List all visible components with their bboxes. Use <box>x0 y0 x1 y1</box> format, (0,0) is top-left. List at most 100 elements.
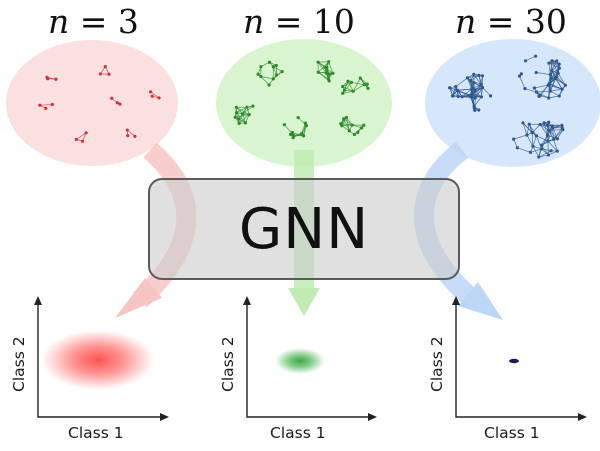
sample-graph <box>98 64 111 76</box>
graph-node <box>296 116 300 120</box>
graph-node <box>341 91 345 95</box>
graph-node <box>360 126 364 130</box>
graph-edge <box>455 77 468 87</box>
graph-node <box>548 81 552 86</box>
graph-edge <box>352 84 365 92</box>
graph-node <box>545 133 550 138</box>
graph-edge <box>536 72 551 75</box>
graph-node <box>519 72 523 76</box>
graph-node <box>342 88 347 92</box>
graph-node <box>555 137 560 141</box>
graph-node <box>236 117 241 121</box>
graph-node <box>512 137 516 141</box>
graph-node <box>546 139 550 143</box>
graph-edge <box>549 83 563 90</box>
graph-node <box>532 86 536 90</box>
sample-graph <box>256 60 284 87</box>
graph-edge <box>550 67 560 75</box>
graph-node <box>555 149 559 153</box>
x-axis-label-n3: Class 1 <box>68 424 124 442</box>
flow-arrowhead-n3 <box>115 278 162 318</box>
graph-node <box>323 65 327 70</box>
graph-node <box>84 131 88 135</box>
graph-node <box>473 96 477 100</box>
graph-node <box>267 60 272 64</box>
graph-node <box>118 102 122 106</box>
graph-node <box>74 137 78 142</box>
graph-node <box>274 63 278 68</box>
graph-node <box>356 130 360 134</box>
graph-node <box>547 128 551 132</box>
graph-node <box>365 82 369 86</box>
graph-node <box>350 123 354 127</box>
plot-axes <box>37 303 162 418</box>
graph-node <box>460 95 464 99</box>
graph-node <box>534 54 538 58</box>
heading-n-30: n = 30 <box>455 2 567 41</box>
graph-edge <box>471 84 482 90</box>
sample-graph <box>512 120 565 159</box>
graph-node <box>289 132 293 136</box>
graph-edge <box>552 127 558 139</box>
sample-graph <box>110 96 122 106</box>
graph-node <box>351 89 355 93</box>
gnn-model-box: GNN <box>148 178 460 280</box>
flow-arrowhead-n10 <box>288 288 320 316</box>
sample-graph <box>517 54 567 100</box>
graph-edge <box>238 113 244 124</box>
graph-edge <box>531 124 541 133</box>
graph-node <box>523 59 528 63</box>
graph-node <box>525 133 529 137</box>
graph-edge <box>522 122 528 136</box>
heading-n-3: n = 3 <box>48 2 139 41</box>
graph-node <box>234 105 238 109</box>
graph-node <box>515 146 519 150</box>
graph-edge <box>470 79 482 85</box>
x-axis-arrowhead <box>160 413 169 421</box>
graph-edge <box>548 150 558 156</box>
graph-node <box>477 73 481 77</box>
graph-node <box>366 86 370 90</box>
graph-node <box>546 153 550 157</box>
graph-node <box>531 144 535 148</box>
graph-node <box>480 74 485 78</box>
graph-edge <box>342 90 354 94</box>
graph-node <box>291 136 295 140</box>
graph-edge <box>260 61 270 68</box>
graph-node <box>523 86 527 91</box>
graph-node <box>234 111 239 115</box>
graph-node <box>550 68 554 72</box>
heading-n-10: n = 10 <box>243 2 355 41</box>
x-axis-label-n10: Class 1 <box>270 424 326 442</box>
graph-node <box>557 66 561 70</box>
sample-graph <box>339 115 366 137</box>
graph-edge <box>555 77 566 86</box>
sample-graph <box>233 104 255 126</box>
graph-node <box>557 62 561 66</box>
graph-node <box>340 124 344 128</box>
graph-node <box>479 82 483 86</box>
graph-node <box>542 121 546 125</box>
graph-node <box>554 76 558 80</box>
graph-edge <box>456 88 472 91</box>
graph-node <box>274 73 279 77</box>
x-axis-arrowhead <box>368 413 377 421</box>
graph-node <box>473 88 477 92</box>
graph-edge <box>549 78 557 92</box>
graph-node <box>50 102 54 107</box>
graph-node <box>271 65 275 69</box>
graph-edge <box>235 114 250 118</box>
graph-edge <box>352 77 361 92</box>
graph-node <box>303 121 307 125</box>
graph-node <box>326 77 331 81</box>
graph-edge <box>457 89 471 98</box>
graph-node <box>125 128 129 132</box>
graph-node <box>454 85 458 89</box>
graph-edge <box>482 87 491 97</box>
gnn-label: GNN <box>238 196 370 262</box>
graph-edge <box>550 88 563 92</box>
sample-graph <box>38 102 54 110</box>
graph-edge <box>473 74 482 85</box>
graph-node <box>110 96 114 100</box>
graph-edge <box>519 75 526 89</box>
